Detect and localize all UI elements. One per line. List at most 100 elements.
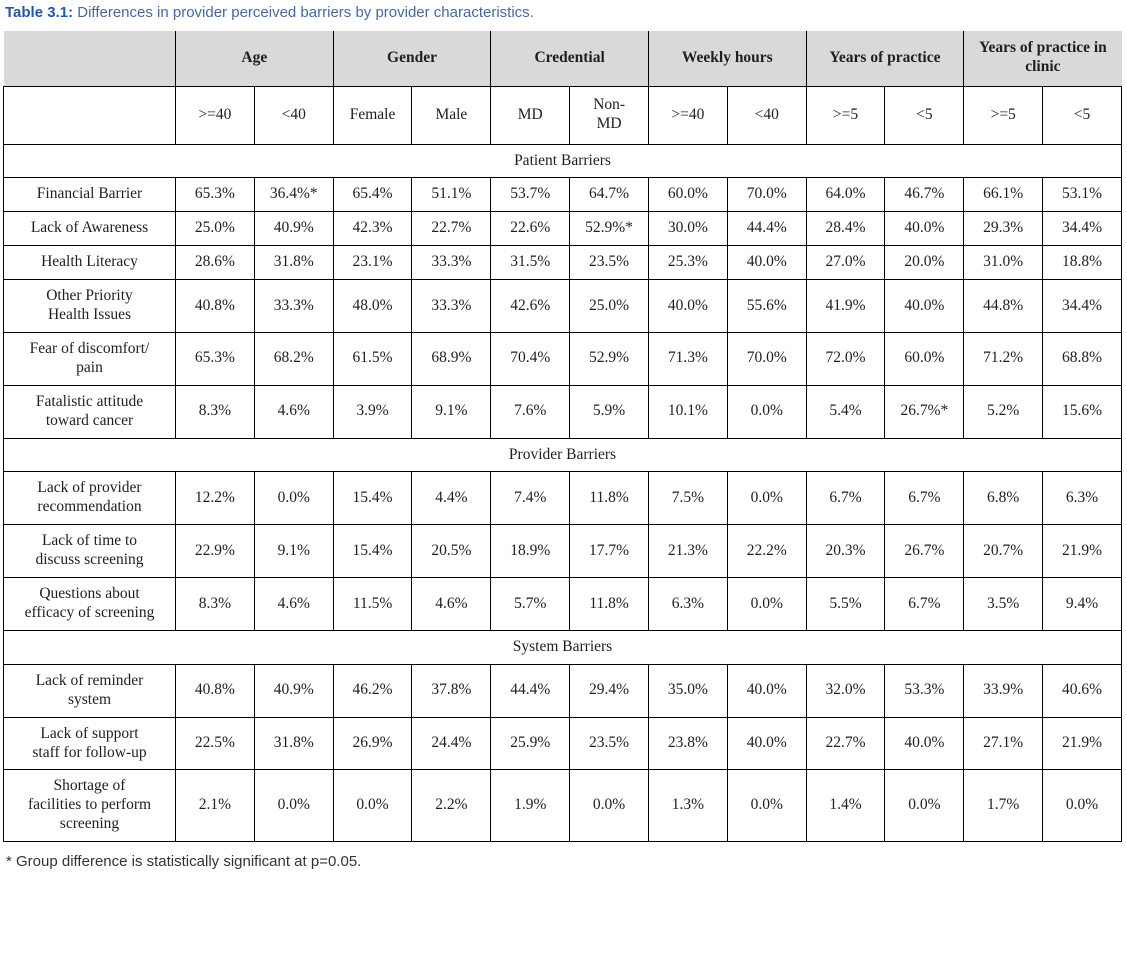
data-cell: 40.0% — [726, 663, 807, 718]
table-row: Health Literacy 28.6% 31.8% 23.1% 33.3% 31.5%… — [3, 245, 1122, 281]
data-cell: 6.7% — [884, 577, 965, 631]
data-cell: 0.0% — [332, 769, 413, 843]
data-cell: 53.7% — [490, 177, 571, 213]
data-cell: 22.7% — [411, 211, 492, 247]
data-cell: 40.8% — [175, 279, 255, 333]
data-cell: 53.1% — [1042, 177, 1122, 213]
data-cell: 15.6% — [1042, 384, 1122, 439]
data-cell: 34.4% — [1042, 279, 1122, 333]
data-cell: 1.7% — [963, 769, 1044, 843]
data-cell: 36.4%* — [253, 177, 334, 213]
data-cell: 33.3% — [253, 279, 334, 333]
row-label: Lack of support staff for follow-up — [3, 716, 176, 771]
data-cell: 31.0% — [963, 245, 1044, 281]
column-group-header: Age — [175, 31, 334, 87]
data-cell: 2.1% — [175, 769, 255, 843]
data-cell: 23.5% — [569, 716, 649, 771]
data-cell: 71.2% — [963, 331, 1044, 386]
row-label: Other Priority Health Issues — [3, 279, 176, 333]
data-cell: 46.7% — [884, 177, 965, 213]
data-cell: 20.3% — [805, 524, 886, 579]
row-label: Shortage of facilities to perform screen… — [3, 769, 176, 843]
table-row: Other Priority Health Issues 40.8% 33.3% 48… — [3, 279, 1122, 333]
data-cell: 11.8% — [569, 471, 649, 526]
data-cell: 42.6% — [490, 279, 571, 333]
data-cell: 5.7% — [490, 577, 571, 631]
column-sub-header: Male — [411, 85, 492, 145]
data-cell: 6.3% — [1042, 471, 1122, 526]
column-sub-header: <5 — [884, 85, 965, 145]
data-cell: 15.4% — [332, 471, 413, 526]
table-row: Lack of provider recommendation 12.2% 0.0%… — [3, 471, 1122, 526]
data-cell: 26.7% — [884, 524, 965, 579]
data-cell: 8.3% — [175, 384, 255, 439]
data-cell: 4.6% — [253, 577, 334, 631]
data-cell: 33.9% — [963, 663, 1044, 718]
data-cell: 40.0% — [647, 279, 728, 333]
data-cell: 4.4% — [411, 471, 492, 526]
table-row: Lack of Awareness 25.0% 40.9% 42.3% 22.7% 22.… — [3, 211, 1122, 247]
footnote: * Group difference is statistically sign… — [6, 853, 362, 871]
data-cell: 12.2% — [175, 471, 255, 526]
data-cell: 7.4% — [490, 471, 571, 526]
table-caption: Table 3.1: Differences in provider perce… — [5, 4, 1123, 22]
data-cell: 26.7%* — [884, 384, 965, 439]
data-cell: 28.4% — [805, 211, 886, 247]
data-cell: 61.5% — [332, 331, 413, 386]
column-sub-header: <40 — [253, 85, 334, 145]
data-cell: 20.7% — [963, 524, 1044, 579]
data-cell: 11.5% — [332, 577, 413, 631]
data-cell: 68.2% — [253, 331, 334, 386]
data-cell: 64.0% — [805, 177, 886, 213]
data-cell: 22.6% — [490, 211, 571, 247]
data-cell: 3.9% — [332, 384, 413, 439]
section-row: Provider Barriers — [3, 437, 1122, 473]
data-cell: 17.7% — [569, 524, 649, 579]
data-cell: 37.8% — [411, 663, 492, 718]
data-cell: 5.5% — [805, 577, 886, 631]
data-cell: 0.0% — [253, 471, 334, 526]
data-cell: 40.9% — [253, 663, 334, 718]
data-cell: 8.3% — [175, 577, 255, 631]
data-cell: 40.0% — [884, 279, 965, 333]
column-group-header: Weekly hours — [647, 31, 807, 87]
row-label: Financial Barrier — [3, 177, 176, 213]
data-cell: 30.0% — [647, 211, 728, 247]
section-label: Patient Barriers — [3, 143, 1122, 179]
data-cell: 52.9%* — [569, 211, 649, 247]
data-cell: 24.4% — [411, 716, 492, 771]
data-cell: 21.9% — [1042, 524, 1122, 579]
table-header: Age Gender Credential Weekly hours Years of … — [3, 31, 1122, 145]
data-cell: 21.9% — [1042, 716, 1122, 771]
data-cell: 25.9% — [490, 716, 571, 771]
corner-cell — [3, 31, 176, 87]
data-cell: 35.0% — [647, 663, 728, 718]
data-cell: 40.9% — [253, 211, 334, 247]
data-cell: 9.1% — [253, 524, 334, 579]
column-sub-header: >=5 — [805, 85, 886, 145]
table-row: Lack of support staff for follow-up 22.5%… — [3, 716, 1122, 771]
column-sub-header: <5 — [1042, 85, 1122, 145]
data-cell: 1.9% — [490, 769, 571, 843]
data-cell: 21.3% — [647, 524, 728, 579]
data-cell: 40.6% — [1042, 663, 1122, 718]
data-cell: 48.0% — [332, 279, 413, 333]
data-cell: 28.6% — [175, 245, 255, 281]
data-cell: 44.4% — [726, 211, 807, 247]
data-cell: 22.9% — [175, 524, 255, 579]
row-label: Health Literacy — [3, 245, 176, 281]
data-cell: 55.6% — [726, 279, 807, 333]
data-cell: 31.5% — [490, 245, 571, 281]
data-cell: 0.0% — [726, 384, 807, 439]
column-group-header: Years of practice — [805, 31, 965, 87]
data-cell: 22.2% — [726, 524, 807, 579]
header-group-row: Age Gender Credential Weekly hours Years of … — [3, 31, 1122, 87]
data-cell: 33.3% — [411, 245, 492, 281]
barriers-table: Age Gender Credential Weekly hours Years of … — [3, 31, 1122, 843]
data-cell: 1.3% — [647, 769, 728, 843]
data-cell: 0.0% — [253, 769, 334, 843]
table-row: Lack of time to discuss screening 22.9% 9.… — [3, 524, 1122, 579]
data-cell: 25.3% — [647, 245, 728, 281]
data-cell: 46.2% — [332, 663, 413, 718]
data-cell: 23.5% — [569, 245, 649, 281]
